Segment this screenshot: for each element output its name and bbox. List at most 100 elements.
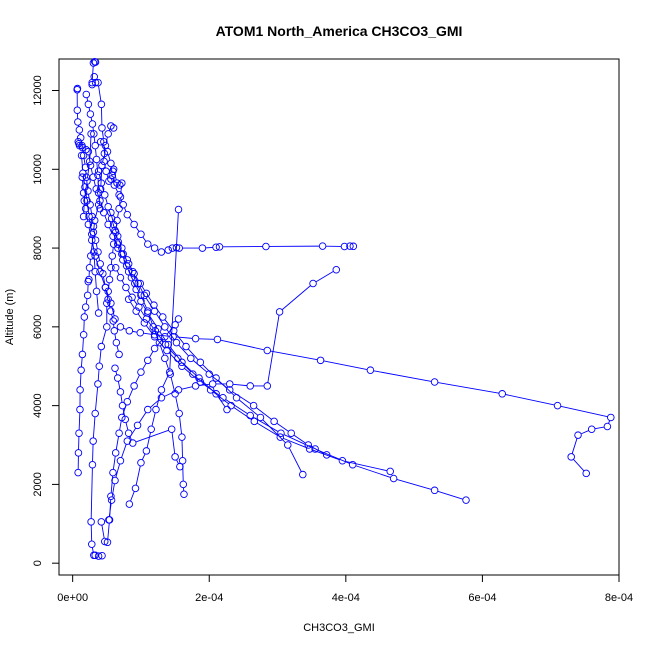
data-point bbox=[208, 380, 217, 388]
data-point bbox=[144, 405, 152, 414]
data-point bbox=[86, 161, 95, 170]
data-point bbox=[196, 358, 205, 367]
y-tick-label: 8000 bbox=[32, 236, 44, 260]
data-point bbox=[299, 470, 307, 479]
plot-frame bbox=[58, 58, 620, 576]
y-axis-label: Altitude (m) bbox=[4, 289, 16, 345]
data-point bbox=[105, 516, 114, 524]
data-point bbox=[94, 309, 103, 317]
data-point bbox=[130, 220, 138, 229]
data-point bbox=[88, 540, 96, 549]
data-point bbox=[178, 433, 186, 441]
data-point bbox=[88, 230, 96, 239]
data-point bbox=[150, 301, 158, 309]
data-point bbox=[109, 165, 118, 174]
series-5 bbox=[96, 137, 358, 256]
data-point bbox=[430, 486, 439, 495]
series-11 bbox=[116, 323, 615, 478]
data-point bbox=[74, 118, 82, 126]
data-point bbox=[97, 342, 106, 351]
data-point bbox=[111, 315, 119, 323]
data-point bbox=[135, 303, 143, 311]
data-point bbox=[157, 386, 166, 394]
data-point bbox=[84, 220, 93, 229]
data-point bbox=[137, 368, 145, 376]
data-point bbox=[96, 204, 104, 213]
x-tick-label: 4e-04 bbox=[332, 592, 360, 604]
series-line bbox=[118, 246, 302, 472]
data-point bbox=[83, 197, 91, 205]
data-point bbox=[80, 313, 89, 321]
data-point bbox=[151, 327, 160, 335]
data-point bbox=[567, 453, 575, 461]
data-point bbox=[498, 390, 506, 398]
data-point bbox=[318, 242, 327, 250]
data-point bbox=[103, 147, 112, 156]
data-point bbox=[107, 175, 115, 183]
data-point bbox=[94, 78, 102, 87]
data-point bbox=[112, 338, 121, 347]
data-point bbox=[277, 429, 285, 437]
data-point bbox=[212, 243, 220, 252]
data-point bbox=[111, 364, 119, 372]
data-point bbox=[96, 260, 104, 268]
chart-title: ATOM1 North_America CH3CO3_GMI bbox=[216, 23, 463, 39]
data-point bbox=[130, 269, 138, 278]
data-point bbox=[109, 468, 117, 477]
data-point bbox=[174, 354, 182, 363]
data-point bbox=[187, 354, 195, 363]
data-point bbox=[94, 552, 103, 560]
data-point bbox=[123, 437, 132, 445]
data-point bbox=[92, 155, 101, 164]
data-point bbox=[123, 397, 132, 406]
data-point bbox=[74, 449, 83, 457]
data-point bbox=[316, 356, 325, 365]
data-point bbox=[136, 329, 145, 337]
data-point bbox=[94, 189, 103, 197]
data-point bbox=[119, 200, 127, 209]
data-point bbox=[74, 468, 82, 477]
data-point bbox=[311, 445, 319, 453]
data-point bbox=[103, 323, 111, 331]
data-point bbox=[284, 441, 292, 449]
data-point bbox=[77, 151, 86, 160]
data-point bbox=[85, 212, 93, 221]
data-point bbox=[152, 405, 160, 414]
data-point bbox=[180, 490, 188, 499]
data-point bbox=[124, 429, 133, 437]
data-point bbox=[92, 287, 101, 296]
data-point bbox=[91, 267, 99, 276]
data-point bbox=[118, 401, 127, 410]
data-point bbox=[124, 295, 133, 304]
data-point bbox=[83, 291, 92, 300]
data-point bbox=[113, 240, 122, 248]
data-point bbox=[90, 216, 99, 225]
data-point bbox=[89, 437, 97, 445]
data-point bbox=[107, 208, 115, 217]
data-point bbox=[111, 449, 120, 457]
data-point bbox=[165, 368, 174, 376]
data-point bbox=[174, 315, 183, 323]
data-point bbox=[150, 332, 159, 341]
data-point bbox=[140, 291, 149, 300]
data-point bbox=[103, 538, 112, 547]
data-point bbox=[263, 382, 272, 390]
data-point bbox=[142, 315, 151, 323]
data-point bbox=[91, 236, 100, 244]
data-point bbox=[85, 264, 94, 272]
data-point bbox=[129, 439, 137, 447]
data-point bbox=[79, 169, 87, 177]
data-point bbox=[131, 484, 140, 493]
data-point bbox=[246, 411, 254, 420]
data-point bbox=[84, 100, 93, 109]
data-point bbox=[109, 240, 118, 248]
data-point bbox=[340, 242, 349, 251]
data-point bbox=[104, 202, 112, 211]
data-point bbox=[182, 342, 190, 351]
data-point bbox=[176, 462, 184, 471]
data-point bbox=[88, 460, 97, 469]
data-point bbox=[137, 291, 145, 300]
x-tick-label: 6e-04 bbox=[468, 592, 496, 604]
data-point bbox=[174, 205, 183, 214]
data-point bbox=[191, 382, 200, 390]
